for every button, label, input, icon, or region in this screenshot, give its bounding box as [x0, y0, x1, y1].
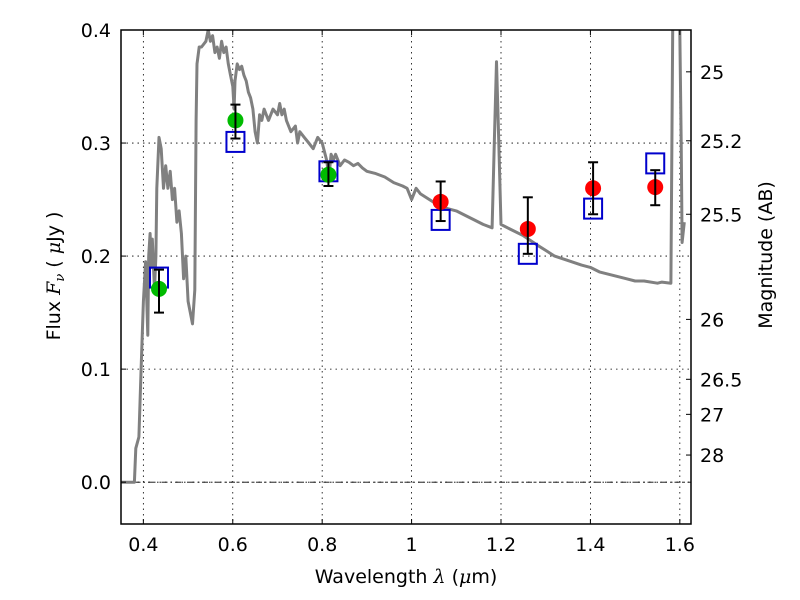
y2-tick-label: 25.5	[700, 204, 742, 226]
y-tick-label: 0.1	[81, 359, 111, 381]
y-tick-label: 0.0	[81, 472, 111, 494]
x-tick-label: 0.6	[218, 534, 248, 556]
y-axis-label: Flux Fν ( μJy )	[43, 212, 68, 341]
x-tick-label: 1.2	[486, 534, 516, 556]
y2-tick-label: 26.5	[700, 369, 742, 391]
plot-area	[121, 30, 686, 484]
ticks: 0.4 0.6 0.8 1 1.2 1.4 1.6 0.0 0.1 0.2 0.3 0.4 25 25.2…	[81, 20, 743, 556]
y2-tick-label: 26	[700, 309, 724, 331]
y2-tick-label: 25	[700, 62, 724, 84]
y2-tick-label: 27	[700, 404, 724, 426]
y-tick-label: 0.4	[81, 20, 111, 42]
x-tick-label: 0.8	[307, 534, 337, 556]
x-tick-label: 0.4	[128, 534, 158, 556]
y2-tick-label: 28	[700, 445, 724, 467]
x-axis-label: Wavelength λ (μm)	[315, 566, 498, 588]
y2-axis-label: Magnitude (AB)	[755, 181, 777, 329]
spectrum-line	[121, 30, 686, 484]
markers	[149, 103, 666, 314]
x-tick-label: 1.6	[665, 534, 695, 556]
plot-frame	[120, 29, 692, 525]
y-tick-label: 0.3	[81, 133, 111, 155]
y-tick-label: 0.2	[81, 246, 111, 268]
x-tick-label: 1.4	[575, 534, 605, 556]
y2-tick-label: 25.2	[700, 131, 742, 153]
x-tick-label: 1	[406, 534, 418, 556]
model-spectrum	[121, 30, 686, 484]
